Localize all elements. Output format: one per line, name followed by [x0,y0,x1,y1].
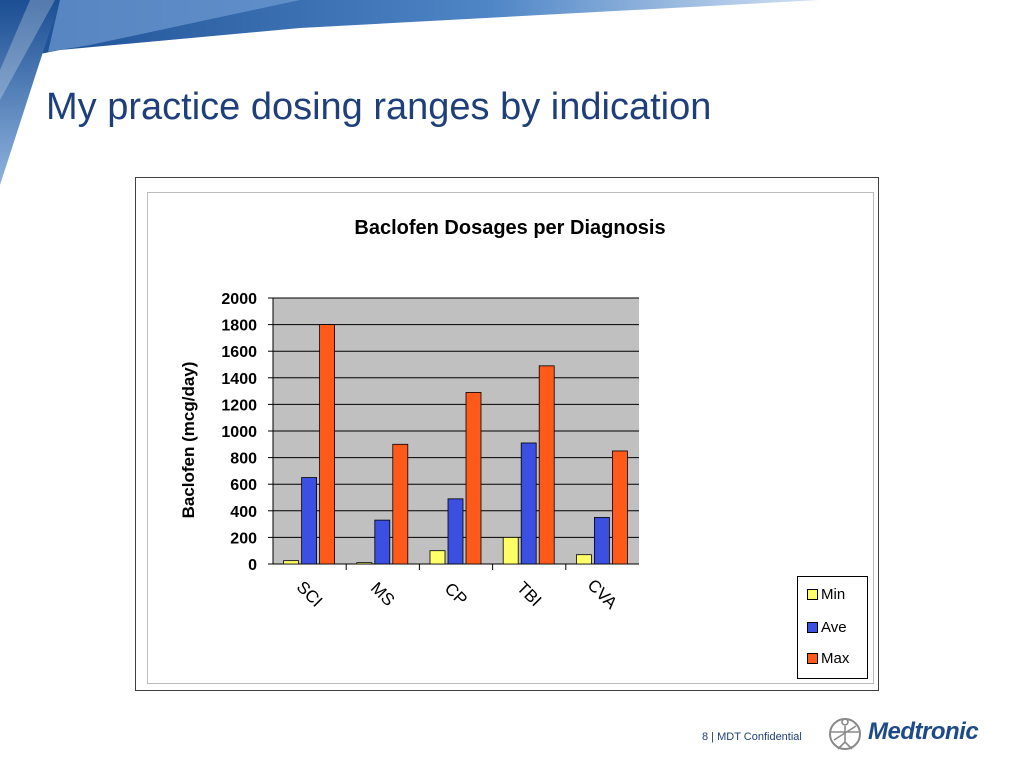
legend-swatch-ave [807,622,818,633]
bar-max-cva [612,450,628,565]
chart-frame [135,177,879,691]
legend-item-min: Min [807,586,845,603]
header-swoosh [0,0,820,185]
x-tick-label: TBI [513,578,545,610]
y-tick-label: 0 [248,557,257,574]
y-tick-label: 2000 [221,291,257,308]
bar-min-ms [356,562,373,565]
legend-label-max: Max [821,650,850,667]
medtronic-logo: Medtronic [826,716,1006,752]
bar-min-tbi [502,537,519,565]
footer-confidential: 8 | MDT Confidential [702,731,802,743]
medtronic-figure-icon [829,718,861,750]
bar-max-tbi [538,365,555,565]
chart-inner-border [147,192,874,684]
bar-min-cva [576,554,592,565]
y-tick-label: 200 [230,530,257,547]
y-tick-label: 600 [230,477,257,494]
y-tick-label: 800 [230,451,257,468]
slide-title: My practice dosing ranges by indication [46,86,712,128]
bar-max-ms [392,443,409,565]
y-axis-label: Baclofen (mcg/day) [179,362,198,519]
legend-swatch-min [807,589,818,600]
y-tick-label: 1600 [221,344,257,361]
bar-min-sci [283,560,300,565]
legend-item-ave: Ave [807,619,847,636]
y-tick-label: 1000 [221,424,257,441]
bar-max-sci [319,324,336,565]
chart-title: Baclofen Dosages per Diagnosis [354,217,665,239]
bar-ave-ms [374,519,391,565]
y-tick-label: 1200 [221,397,257,414]
legend-swatch-max [807,653,818,664]
legend-label-min: Min [821,586,846,603]
y-tick-label: 1400 [221,371,257,388]
x-tick-label: CVA [584,575,622,613]
bar-ave-sci [301,477,318,565]
x-tick-label: SCI [293,577,326,610]
bar-ave-tbi [520,442,537,565]
x-tick-label: MS [367,578,398,609]
bar-ave-cp [447,498,464,565]
y-tick-label: 1800 [221,318,257,335]
legend-item-max: Max [807,650,849,667]
x-tick-label: CP [441,579,471,609]
legend-label-ave: Ave [821,619,847,636]
y-tick-label: 400 [230,504,257,521]
bar-max-cp [465,392,482,565]
chart-legend: Min Ave Max [797,576,868,679]
bar-min-cp [429,550,446,565]
bar-ave-cva [594,517,610,565]
logo-wordmark: Medtronic [868,718,979,745]
